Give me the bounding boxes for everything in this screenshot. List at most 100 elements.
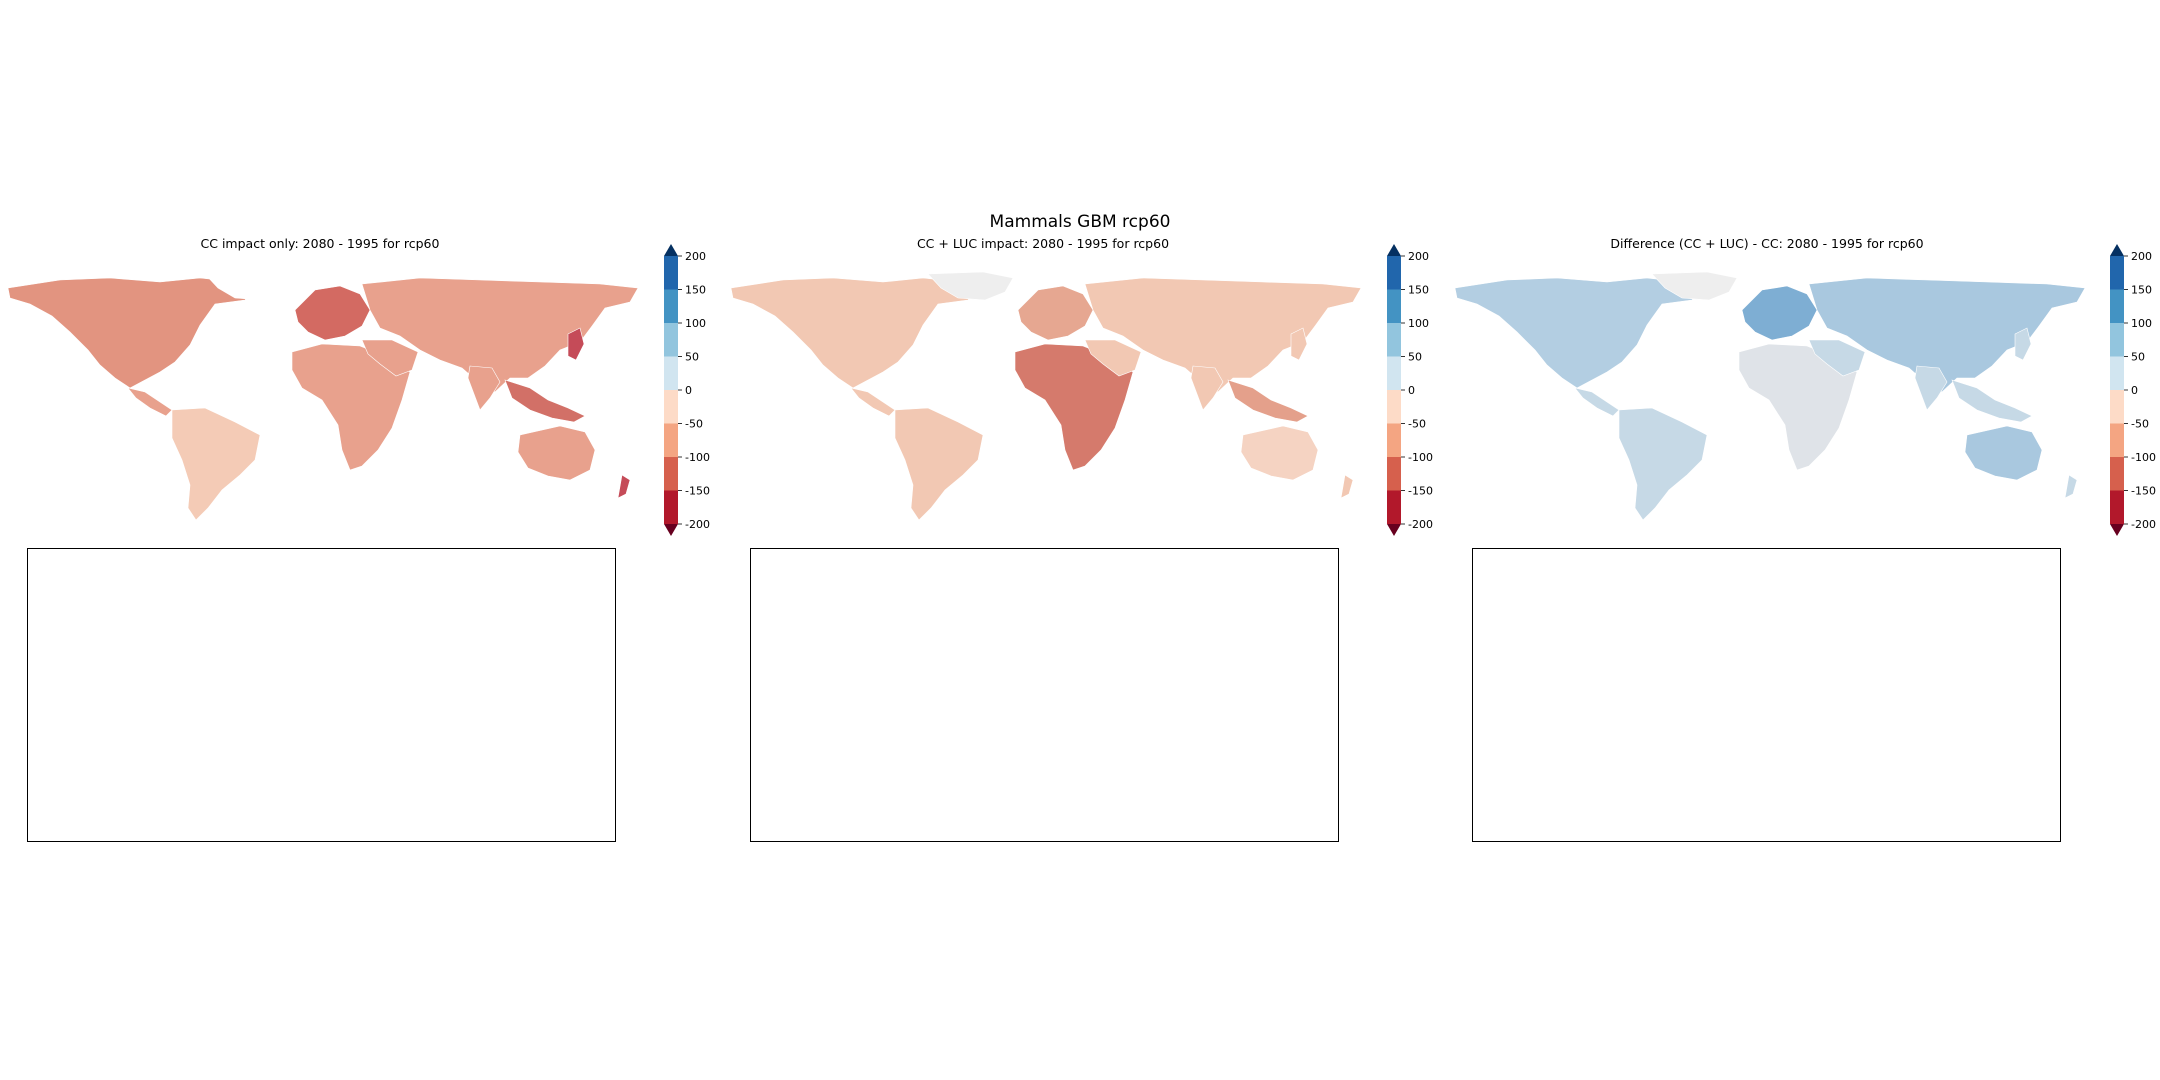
panel-title-cc-luc: CC + LUC impact: 2080 - 1995 for rcp60 — [916, 236, 1170, 251]
colorbar-tick-label: 150 — [1408, 284, 1429, 297]
colorbar-segment — [664, 457, 678, 491]
colorbar-segment — [1387, 356, 1401, 390]
panel-title-difference: Difference (CC + LUC) - CC: 2080 - 1995 … — [1610, 236, 1924, 251]
colorbar-tick-label: 0 — [685, 384, 692, 397]
colorbar-tick-label: 100 — [1408, 317, 1429, 330]
colorbar-segment — [2110, 390, 2124, 424]
colorbar-tick-label: -50 — [2131, 418, 2149, 431]
world-map-cc — [0, 270, 640, 520]
region-greenland — [927, 271, 1014, 301]
region-asia — [361, 277, 639, 393]
colorbar-segment — [664, 490, 678, 524]
colorbar-segment — [1387, 256, 1401, 290]
region-south-america — [894, 407, 984, 520]
colorbar-tick-label: 50 — [1408, 351, 1422, 364]
colorbar-extend-bottom — [664, 524, 678, 536]
colorbar-tick-label: -150 — [2131, 485, 2156, 498]
colorbar-extend-top — [2110, 244, 2124, 256]
colorbar-segment — [1387, 490, 1401, 524]
colorbar-segment — [2110, 256, 2124, 290]
colorbar-tick-label: 200 — [1408, 250, 1429, 263]
colorbar-segment — [1387, 323, 1401, 357]
colorbar-tick-label: 200 — [685, 250, 706, 263]
panel-title-cc: CC impact only: 2080 - 1995 for rcp60 — [200, 236, 440, 251]
colorbar-segment — [2110, 323, 2124, 357]
region-north-america — [7, 277, 256, 389]
colorbar-tick-label: -150 — [685, 485, 710, 498]
colorbar-extend-bottom — [1387, 524, 1401, 536]
region-central-america — [127, 387, 173, 417]
colorbar-segment — [1387, 423, 1401, 457]
region-southeast-asia — [1951, 379, 2033, 423]
region-southeast-asia — [504, 379, 586, 423]
empty-axes-cc-luc — [750, 548, 1339, 842]
region-greenland — [204, 271, 291, 301]
colorbar-segment — [1387, 457, 1401, 491]
colorbar-segment — [664, 289, 678, 323]
region-europe — [1017, 285, 1094, 341]
region-australia — [517, 425, 596, 481]
region-australia — [1240, 425, 1319, 481]
colorbar-tick-label: -200 — [1408, 518, 1433, 531]
colorbar-segment — [664, 356, 678, 390]
colorbar-segment — [664, 390, 678, 424]
world-map-difference — [1447, 270, 2087, 520]
colorbar-tick-label: -100 — [685, 451, 710, 464]
region-south-america — [1618, 407, 1708, 520]
region-japan — [2014, 327, 2032, 361]
region-middle-east — [361, 339, 419, 377]
colorbar-extend-bottom — [2110, 524, 2124, 536]
region-europe — [1741, 285, 1818, 341]
empty-axes-cc — [27, 548, 616, 842]
colorbar-tick-label: -50 — [685, 418, 703, 431]
region-north-america — [1454, 277, 1703, 389]
colorbar-tick-label: 50 — [2131, 351, 2145, 364]
colorbar-tick-label: 150 — [2131, 284, 2152, 297]
colorbar-extend-top — [1387, 244, 1401, 256]
colorbar-tick-label: 0 — [2131, 384, 2138, 397]
region-south-america — [171, 407, 261, 520]
colorbar-tick-label: 100 — [2131, 317, 2152, 330]
colorbar-segment — [2110, 457, 2124, 491]
figure-suptitle: Mammals GBM rcp60 — [989, 212, 1171, 232]
world-map-cc-luc — [723, 270, 1363, 520]
colorbar-segment — [664, 323, 678, 357]
region-asia — [1808, 277, 2086, 393]
colorbar-difference: 200 150 100 50 0 -50 -100 -150 -200 — [2106, 242, 2160, 538]
region-middle-east — [1084, 339, 1142, 377]
colorbar-tick-label: -150 — [1408, 485, 1433, 498]
region-central-america — [1574, 387, 1620, 417]
colorbar-tick-label: -50 — [1408, 418, 1426, 431]
region-new-zealand — [1340, 474, 1354, 499]
region-japan — [567, 327, 585, 361]
colorbar-segment — [2110, 289, 2124, 323]
region-india — [1914, 365, 1948, 411]
colorbar-segment — [2110, 356, 2124, 390]
region-new-zealand — [2064, 474, 2078, 499]
colorbar-cc: 200 150 100 50 0 -50 -100 -150 -200 — [660, 242, 720, 538]
colorbar-segment — [664, 423, 678, 457]
colorbar-tick-label: -200 — [2131, 518, 2156, 531]
region-north-america — [730, 277, 979, 389]
region-europe — [294, 285, 371, 341]
colorbar-segment — [1387, 390, 1401, 424]
region-japan — [1290, 327, 1308, 361]
region-middle-east — [1808, 339, 1866, 377]
colorbar-segment — [664, 256, 678, 290]
colorbar-tick-label: 50 — [685, 351, 699, 364]
region-india — [1190, 365, 1224, 411]
colorbar-segment — [2110, 490, 2124, 524]
region-india — [467, 365, 501, 411]
colorbar-extend-top — [664, 244, 678, 256]
colorbar-segment — [1387, 289, 1401, 323]
colorbar-tick-label: 100 — [685, 317, 706, 330]
region-asia — [1084, 277, 1362, 393]
region-southeast-asia — [1227, 379, 1309, 423]
region-new-zealand — [617, 474, 631, 499]
colorbar-tick-label: -200 — [685, 518, 710, 531]
region-central-america — [850, 387, 896, 417]
colorbar-segment — [2110, 423, 2124, 457]
colorbar-cc-luc: 200 150 100 50 0 -50 -100 -150 -200 — [1383, 242, 1443, 538]
colorbar-tick-label: 0 — [1408, 384, 1415, 397]
empty-axes-difference — [1472, 548, 2061, 842]
